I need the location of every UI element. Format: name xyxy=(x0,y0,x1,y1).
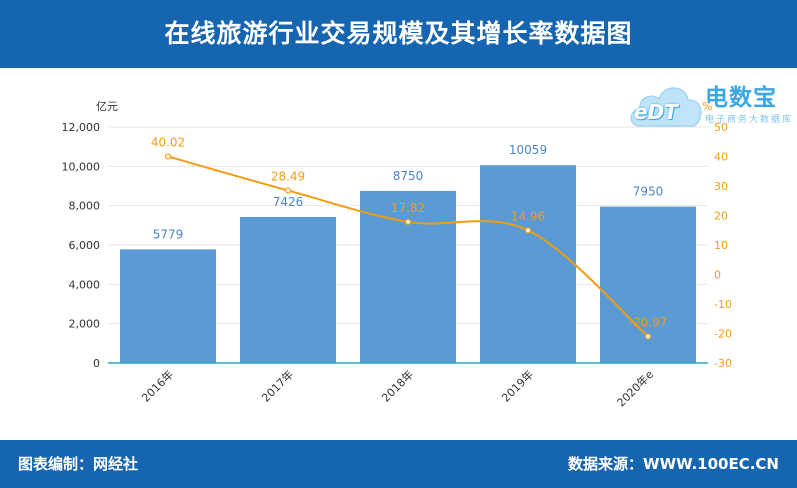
footer-banner: 图表编制：网经社 数据来源：WWW.100EC.CN xyxy=(0,440,797,488)
y-right-tick-label: -30 xyxy=(714,357,732,370)
y-left-tick-label: 12,000 xyxy=(62,121,101,134)
line-point xyxy=(644,333,652,340)
logo-subtitle: 电子商务大数据库 xyxy=(705,115,794,125)
chart-area: 0 2,000 4,000 6,000 8,000 10,000 12,000 -30 -20 -… xyxy=(0,68,797,440)
y-left-tick-label: 4,000 xyxy=(69,278,101,291)
x-tick-label: 2019年 xyxy=(499,367,536,404)
cloud-logo-icon xyxy=(630,87,702,127)
y-right-tick-label: 40 xyxy=(714,151,728,164)
bar xyxy=(480,165,576,363)
y-left-tick-label: 2,000 xyxy=(69,318,101,331)
y-right-tick-label: -20 xyxy=(714,328,732,341)
y-right-tick-label: 30 xyxy=(714,180,728,193)
logo-title: 电数宝 xyxy=(705,85,777,111)
y-right-tick-label: 20 xyxy=(714,210,728,223)
line-data-label: 28.49 xyxy=(271,169,305,183)
bar xyxy=(360,190,456,363)
bar xyxy=(240,216,336,363)
bar-data-label: 7950 xyxy=(633,185,664,199)
line-point xyxy=(284,187,292,194)
x-tick-label: 2018年 xyxy=(379,367,416,404)
x-tick-label: 2017年 xyxy=(259,367,296,404)
x-tick-label: 2020年e xyxy=(614,367,656,409)
header-banner: 在线旅游行业交易规模及其增长率数据图 xyxy=(0,0,797,68)
line-data-label: 14.96 xyxy=(511,209,545,223)
page-title: 在线旅游行业交易规模及其增长率数据图 xyxy=(164,19,633,48)
footer-credit: 图表编制：网经社 xyxy=(18,455,139,473)
chart-svg: 0 2,000 4,000 6,000 8,000 10,000 12,000 -30 -20 -… xyxy=(62,100,732,409)
line-data-label: 17.82 xyxy=(391,201,425,215)
line-point xyxy=(404,218,412,226)
logo-mark: eDT xyxy=(634,100,678,124)
bar-data-label: 7426 xyxy=(273,195,304,209)
line-data-label: 40.02 xyxy=(151,135,185,149)
footer-source: 数据来源：WWW.100EC.CN xyxy=(568,455,779,473)
bar-data-label: 10059 xyxy=(509,143,547,157)
y-left-tick-label: 8,000 xyxy=(69,200,101,213)
line-data-label: -20.97 xyxy=(629,315,668,329)
line-point xyxy=(164,153,172,160)
y-right-unit-label: % xyxy=(702,100,712,113)
logo: eDT 电数宝 电子商务大数据库 xyxy=(628,74,793,136)
line-point xyxy=(524,227,532,234)
bar xyxy=(600,206,696,363)
y-right-tick-label: 0 xyxy=(714,269,721,282)
y-left-tick-label: 0 xyxy=(93,357,100,370)
bar xyxy=(120,249,216,363)
bar-data-label: 8750 xyxy=(393,169,424,183)
y-left-tick-label: 10,000 xyxy=(62,160,101,173)
bar-data-label: 5779 xyxy=(153,227,184,241)
x-tick-label: 2016年 xyxy=(139,367,176,404)
y-right-tick-label: 50 xyxy=(714,121,728,134)
y-right-tick-label: -10 xyxy=(714,298,732,311)
y-left-tick-label: 6,000 xyxy=(69,239,101,252)
y-left-unit-label: 亿元 xyxy=(96,100,118,113)
y-right-tick-label: 10 xyxy=(714,239,728,252)
